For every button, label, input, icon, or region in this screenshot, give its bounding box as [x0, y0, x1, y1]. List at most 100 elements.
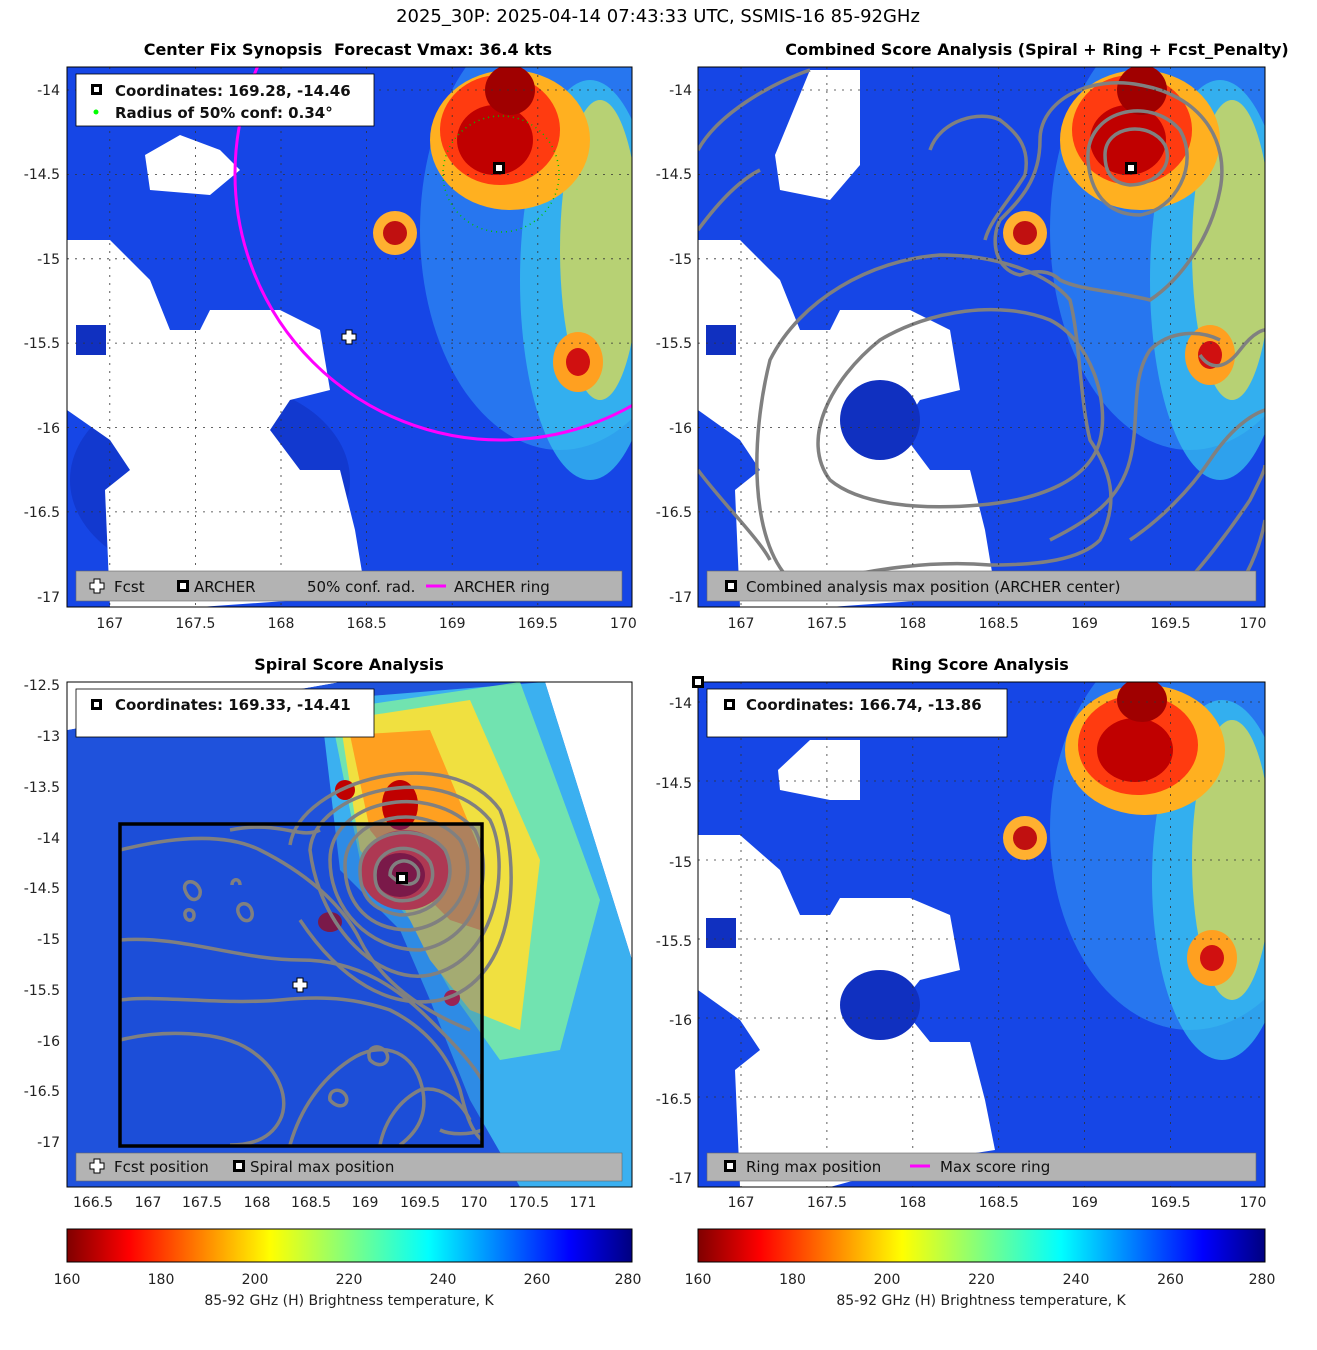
max-marker	[692, 676, 704, 688]
cb-tick: 240	[1063, 1272, 1090, 1288]
info-coordinates: Coordinates: 169.28, -14.46	[115, 82, 351, 100]
heatmap	[698, 682, 1265, 1187]
y-tick: -16.5	[24, 1084, 60, 1100]
x-tick: 167.5	[807, 616, 847, 632]
info-box: Coordinates: 169.33, -14.41	[75, 688, 375, 738]
info-box: Coordinates: 166.74, -13.86	[706, 688, 1008, 738]
y-tick: -13.5	[24, 780, 60, 796]
x-tick: 168.5	[979, 616, 1019, 632]
y-tick: -16.5	[656, 1092, 692, 1108]
y-tick: -17	[37, 590, 60, 606]
y-tick: -16.5	[656, 505, 692, 521]
x-tick: 169.5	[400, 1195, 440, 1211]
legend: Fcst position Spiral max position	[75, 1152, 623, 1182]
y-tick: -14	[37, 83, 60, 99]
panel-title: Spiral Score Analysis	[254, 655, 444, 674]
legend-max-score-ring: Max score ring	[940, 1158, 1050, 1176]
x-tick: 169.5	[1150, 1195, 1190, 1211]
colorbar-label: 85-92 GHz (H) Brightness temperature, K	[204, 1293, 494, 1309]
x-tick: 167	[728, 1195, 755, 1211]
cb-tick: 200	[874, 1272, 901, 1288]
y-tick: -16	[37, 1034, 60, 1050]
x-ticks: 167 167.5 168 168.5 169 169.5 170	[728, 1195, 1267, 1211]
x-tick: 169.5	[518, 616, 558, 632]
y-tick: -15.5	[24, 983, 60, 999]
cb-tick: 220	[336, 1272, 363, 1288]
x-tick: 168.5	[347, 616, 387, 632]
cb-tick: 180	[779, 1272, 806, 1288]
info-radius: Radius of 50% conf: 0.34°	[115, 104, 333, 122]
panel-ring: Ring Score Analysis	[656, 655, 1267, 1211]
panel-title: Ring Score Analysis	[891, 655, 1069, 674]
x-tick: 169	[1071, 616, 1098, 632]
y-tick: -14.5	[656, 167, 692, 183]
y-tick: -14	[669, 83, 692, 99]
x-ticks: 167 167.5 168 168.5 169 169.5 170	[728, 616, 1267, 632]
x-tick: 167	[96, 616, 123, 632]
panel-title-vmax: Forecast Vmax: 36.4 kts	[334, 40, 552, 59]
x-tick: 170	[610, 616, 637, 632]
contours	[698, 68, 1265, 602]
y-tick: -14.5	[656, 776, 692, 792]
x-tick: 168.5	[979, 1195, 1019, 1211]
x-tick: 169	[1071, 1195, 1098, 1211]
cb-tick: 160	[54, 1272, 81, 1288]
y-tick: -17	[669, 1171, 692, 1187]
archer-marker	[493, 162, 505, 174]
cb-tick: 280	[1249, 1272, 1276, 1288]
legend-archer: ARCHER	[194, 578, 256, 596]
y-tick: -15.5	[24, 336, 60, 352]
legend-ring-max: Ring max position	[746, 1158, 881, 1176]
legend-fcst-position: Fcst position	[114, 1158, 209, 1176]
y-tick: -12.5	[24, 678, 60, 694]
x-tick: 168	[899, 1195, 926, 1211]
legend-conf-rad: 50% conf. rad.	[307, 578, 415, 596]
panel-combined: Combined Score Analysis (Spiral + Ring +…	[656, 40, 1289, 632]
x-tick: 168	[244, 1195, 271, 1211]
x-tick: 170	[1240, 1195, 1267, 1211]
panel-spiral: Spiral Score Analysis	[24, 655, 633, 1211]
info-coordinates: Coordinates: 166.74, -13.86	[746, 696, 982, 714]
archer-ring	[233, 67, 632, 442]
legend-spiral-max: Spiral max position	[250, 1158, 394, 1176]
x-tick: 169	[439, 616, 466, 632]
panel-title: Combined Score Analysis (Spiral + Ring +…	[785, 40, 1288, 59]
y-tick: -15.5	[656, 934, 692, 950]
y-ticks: -12.5 -13 -13.5 -14 -14.5 -15 -15.5 -16 …	[24, 678, 60, 1151]
y-tick: -15	[37, 932, 60, 948]
legend: Combined analysis max position (ARCHER c…	[706, 570, 1257, 602]
x-tick: 170	[1240, 616, 1267, 632]
y-ticks: -14 -14.5 -15 -15.5 -16 -16.5 -17	[656, 83, 692, 606]
cb-tick: 180	[148, 1272, 175, 1288]
panel-title: Center Fix Synopsis	[144, 40, 323, 59]
x-tick: 170.5	[509, 1195, 549, 1211]
info-coordinates: Coordinates: 169.33, -14.41	[115, 696, 351, 714]
y-tick: -16	[669, 421, 692, 437]
max-marker	[396, 872, 408, 884]
y-tick: -16.5	[24, 505, 60, 521]
x-tick: 167	[728, 616, 755, 632]
y-tick: -14	[669, 696, 692, 712]
x-tick: 168	[899, 616, 926, 632]
x-tick: 171	[570, 1195, 597, 1211]
legend-fcst: Fcst	[114, 578, 145, 596]
x-tick: 170	[461, 1195, 488, 1211]
colorbar-left: 160 180 200 220 240 260 280 85-92 GHz (H…	[54, 1228, 641, 1309]
cb-tick: 220	[968, 1272, 995, 1288]
y-tick: -15	[37, 252, 60, 268]
x-tick: 169.5	[1150, 616, 1190, 632]
legend-archer-ring: ARCHER ring	[454, 578, 550, 596]
cb-tick: 240	[430, 1272, 457, 1288]
cb-tick: 160	[685, 1272, 712, 1288]
x-tick: 167.5	[182, 1195, 222, 1211]
y-tick: -14	[37, 831, 60, 847]
colorbar-right: 160 180 200 220 240 260 280 85-92 GHz (H…	[685, 1228, 1276, 1309]
y-tick: -15	[669, 855, 692, 871]
info-box: Coordinates: 169.28, -14.46 Radius of 50…	[75, 73, 375, 127]
x-tick: 167	[135, 1195, 162, 1211]
cb-tick: 260	[524, 1272, 551, 1288]
y-tick: -14.5	[24, 167, 60, 183]
legend: Fcst ARCHER 50% conf. rad. ARCHER ring	[75, 570, 623, 602]
legend-combined-max: Combined analysis max position (ARCHER c…	[746, 578, 1120, 596]
